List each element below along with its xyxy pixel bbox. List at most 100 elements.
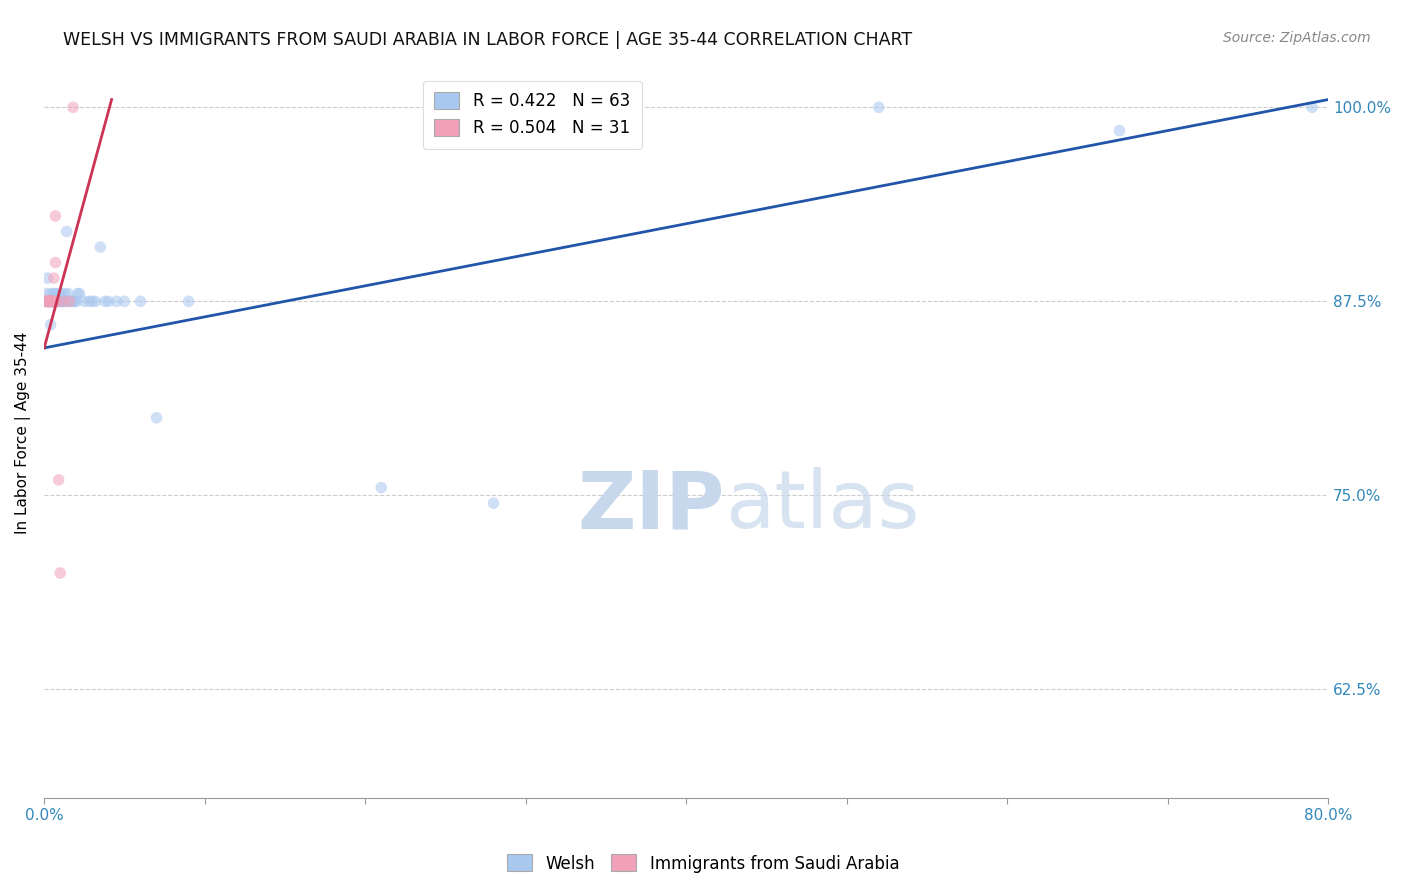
Point xyxy=(46,294,69,309)
Point xyxy=(177,294,200,309)
Point xyxy=(42,294,65,309)
Point xyxy=(114,294,136,309)
Point xyxy=(52,294,75,309)
Point xyxy=(84,294,107,309)
Point xyxy=(41,294,63,309)
Point xyxy=(1301,100,1323,114)
Point xyxy=(53,294,76,309)
Point xyxy=(38,294,60,309)
Point xyxy=(35,294,58,309)
Point xyxy=(46,294,69,309)
Text: WELSH VS IMMIGRANTS FROM SAUDI ARABIA IN LABOR FORCE | AGE 35-44 CORRELATION CHA: WELSH VS IMMIGRANTS FROM SAUDI ARABIA IN… xyxy=(63,31,912,49)
Y-axis label: In Labor Force | Age 35-44: In Labor Force | Age 35-44 xyxy=(15,332,31,534)
Point xyxy=(868,100,890,114)
Point xyxy=(49,566,72,580)
Point xyxy=(35,286,58,301)
Point xyxy=(42,294,65,309)
Point xyxy=(59,294,82,309)
Point xyxy=(44,294,66,309)
Point xyxy=(37,271,59,285)
Point xyxy=(35,294,58,309)
Point xyxy=(46,294,69,309)
Point xyxy=(49,294,72,309)
Point xyxy=(37,294,59,309)
Point xyxy=(44,294,66,309)
Point xyxy=(58,286,80,301)
Point xyxy=(37,294,59,309)
Point xyxy=(38,294,60,309)
Text: ZIP: ZIP xyxy=(578,467,724,545)
Point xyxy=(94,294,117,309)
Point xyxy=(48,286,70,301)
Point xyxy=(82,294,104,309)
Point xyxy=(38,294,60,309)
Point xyxy=(42,286,65,301)
Point xyxy=(38,294,60,309)
Point xyxy=(73,294,96,309)
Point xyxy=(1108,123,1130,137)
Point xyxy=(44,209,66,223)
Point xyxy=(48,294,70,309)
Point xyxy=(38,294,60,309)
Point xyxy=(69,286,91,301)
Point xyxy=(51,286,73,301)
Point xyxy=(60,294,83,309)
Point xyxy=(39,294,62,309)
Legend: R = 0.422   N = 63, R = 0.504   N = 31: R = 0.422 N = 63, R = 0.504 N = 31 xyxy=(423,80,641,148)
Point xyxy=(482,496,505,510)
Point xyxy=(41,294,63,309)
Point xyxy=(42,271,65,285)
Point xyxy=(77,294,100,309)
Point xyxy=(66,286,89,301)
Point xyxy=(65,294,87,309)
Point xyxy=(39,294,62,309)
Point xyxy=(62,100,84,114)
Point xyxy=(63,294,86,309)
Point xyxy=(48,473,70,487)
Point xyxy=(42,294,65,309)
Point xyxy=(38,294,60,309)
Point xyxy=(145,410,167,425)
Point xyxy=(370,481,392,495)
Point xyxy=(39,286,62,301)
Point xyxy=(42,294,65,309)
Point xyxy=(46,294,69,309)
Point xyxy=(52,294,75,309)
Point xyxy=(37,294,59,309)
Point xyxy=(129,294,152,309)
Point xyxy=(35,294,58,309)
Point xyxy=(44,286,66,301)
Point xyxy=(97,294,120,309)
Point xyxy=(39,294,62,309)
Point xyxy=(39,294,62,309)
Point xyxy=(52,294,75,309)
Point xyxy=(37,294,59,309)
Point xyxy=(55,225,77,239)
Point xyxy=(53,286,76,301)
Point xyxy=(41,294,63,309)
Point xyxy=(38,294,60,309)
Point xyxy=(41,294,63,309)
Point xyxy=(38,294,60,309)
Point xyxy=(37,294,59,309)
Point xyxy=(51,294,73,309)
Point xyxy=(49,294,72,309)
Text: atlas: atlas xyxy=(724,467,920,545)
Point xyxy=(58,294,80,309)
Point xyxy=(41,294,63,309)
Text: Source: ZipAtlas.com: Source: ZipAtlas.com xyxy=(1223,31,1371,45)
Point xyxy=(59,294,82,309)
Legend: Welsh, Immigrants from Saudi Arabia: Welsh, Immigrants from Saudi Arabia xyxy=(501,847,905,880)
Point xyxy=(41,294,63,309)
Point xyxy=(41,294,63,309)
Point xyxy=(105,294,128,309)
Point xyxy=(44,255,66,269)
Point xyxy=(49,294,72,309)
Point xyxy=(62,294,84,309)
Point xyxy=(39,318,62,332)
Point xyxy=(42,294,65,309)
Point xyxy=(38,294,60,309)
Point xyxy=(89,240,111,254)
Point xyxy=(39,294,62,309)
Point xyxy=(35,294,58,309)
